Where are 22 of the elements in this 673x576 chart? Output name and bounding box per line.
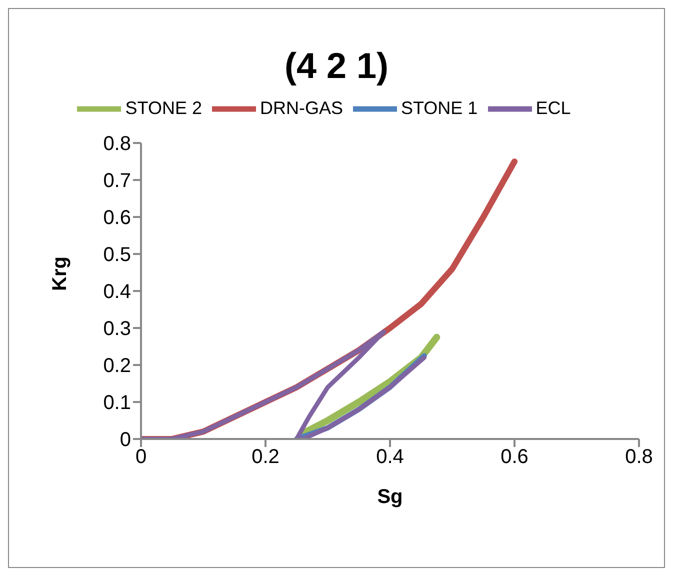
y-tick-label: 0.5 — [103, 244, 131, 266]
x-axis-title: Sg — [377, 486, 403, 508]
chart-title: (4 2 1) — [283, 45, 390, 87]
y-axis-title: Krg — [49, 256, 72, 291]
x-tick-label: 0.4 — [376, 446, 404, 468]
y-tick-label: 0.6 — [103, 207, 131, 230]
x-tick-label: 0 — [135, 446, 147, 468]
y-tick-label: 0.4 — [103, 281, 131, 304]
x-tick-label: 0.6 — [500, 446, 528, 468]
y-tick-label: 0.7 — [103, 170, 131, 192]
y-tick-label: 0.8 — [103, 133, 131, 156]
y-tick-label: 0.1 — [103, 392, 131, 414]
legend-label: DRN-GAS — [260, 98, 343, 118]
legend-label: STONE 1 — [401, 98, 478, 118]
y-tick-label: 0 — [120, 429, 131, 452]
line-series — [141, 329, 426, 439]
y-tick-label: 0.2 — [103, 355, 131, 378]
x-tick-label: 0.8 — [625, 446, 653, 468]
legend-label: ECL — [536, 98, 571, 118]
legend-label: STONE 2 — [125, 98, 202, 118]
x-tick-label: 0.2 — [252, 446, 280, 468]
y-tick-label: 0.3 — [103, 318, 131, 340]
